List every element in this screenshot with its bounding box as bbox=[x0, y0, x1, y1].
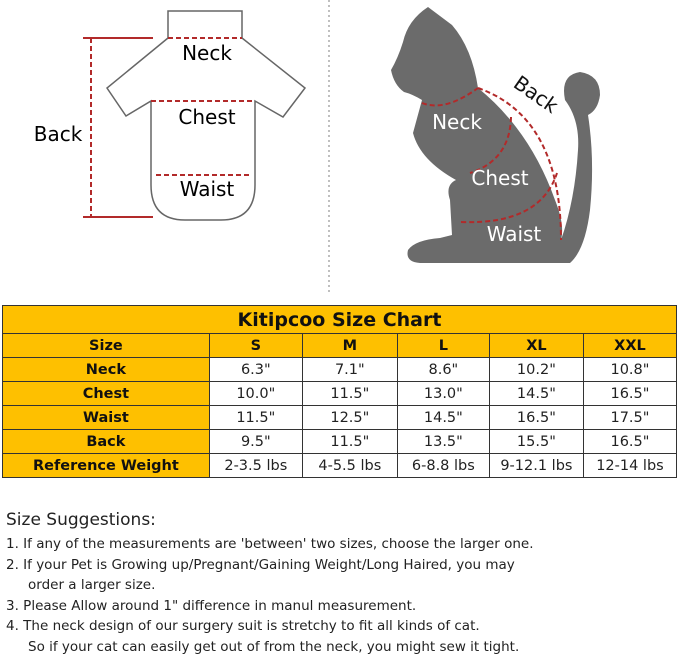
suggestion-item: 2. If your Pet is Growing up/Pregnant/Ga… bbox=[6, 556, 515, 573]
cat-chest-line bbox=[469, 116, 512, 174]
table-cell: 9-12.1 lbs bbox=[488, 453, 584, 478]
shirt-back-label: Back bbox=[34, 122, 83, 146]
shirt-chest-label: Chest bbox=[178, 105, 235, 129]
column-header-s: S bbox=[208, 333, 303, 358]
shirt-outline bbox=[105, 10, 307, 221]
table-title: Kitipcoo Size Chart bbox=[2, 305, 677, 334]
shirt-waist-label: Waist bbox=[180, 177, 235, 201]
size-suggestions: Size Suggestions: 1. If any of the measu… bbox=[6, 510, 534, 657]
table-row: Neck 6.3" 7.1" 8.6" 10.2" 10.8" bbox=[2, 357, 678, 382]
suggestions-heading: Size Suggestions: bbox=[6, 510, 156, 530]
table-cell: 16.5" bbox=[582, 429, 678, 454]
column-header-xxl: XXL bbox=[582, 333, 678, 358]
table-header-row: Size S M L XL XXL bbox=[2, 333, 678, 358]
table-cell: 16.5" bbox=[488, 405, 584, 430]
row-label: Back bbox=[2, 429, 210, 454]
column-header-l: L bbox=[396, 333, 490, 358]
table-cell: 8.6" bbox=[396, 357, 490, 382]
table-cell: 10.2" bbox=[488, 357, 584, 382]
cat-waist-line bbox=[460, 172, 558, 224]
suggestion-item: 3. Please Allow around 1" difference in … bbox=[6, 597, 417, 614]
table-cell: 4-5.5 lbs bbox=[301, 453, 398, 478]
table-cell: 10.8" bbox=[582, 357, 678, 382]
table-cell: 12.5" bbox=[301, 405, 398, 430]
suggestion-item-continued: So if your cat can easily get out of fro… bbox=[28, 638, 520, 655]
cat-silhouette bbox=[391, 7, 600, 263]
column-header-xl: XL bbox=[488, 333, 584, 358]
table-cell: 11.5" bbox=[208, 405, 303, 430]
row-label: Neck bbox=[2, 357, 210, 382]
table-row: Waist 11.5" 12.5" 14.5" 16.5" 17.5" bbox=[2, 405, 678, 430]
cat-back-label: Back bbox=[509, 71, 563, 119]
cat-back-line bbox=[477, 87, 562, 241]
table-cell: 6.3" bbox=[208, 357, 303, 382]
table-row: Reference Weight 2-3.5 lbs 4-5.5 lbs 6-8.8 … bbox=[2, 453, 678, 478]
suggestion-item: 4. The neck design of our surgery suit i… bbox=[6, 618, 480, 634]
row-label: Reference Weight bbox=[2, 453, 210, 478]
table-cell: 16.5" bbox=[582, 381, 678, 406]
table-cell: 10.0" bbox=[208, 381, 303, 406]
cat-diagram: Neck Chest Waist Back bbox=[391, 7, 600, 263]
table-cell: 13.5" bbox=[396, 429, 490, 454]
table-cell: 14.5" bbox=[396, 405, 490, 430]
cat-chest-label: Chest bbox=[471, 166, 528, 190]
row-label: Waist bbox=[2, 405, 210, 430]
table-cell: 7.1" bbox=[301, 357, 398, 382]
table-row: Back 9.5" 11.5" 13.5" 15.5" 16.5" bbox=[2, 429, 678, 454]
measurement-diagram: Neck Chest Waist Back Neck Chest Waist B… bbox=[34, 0, 600, 295]
table-cell: 17.5" bbox=[582, 405, 678, 430]
suggestion-item: 1. If any of the measurements are 'betwe… bbox=[6, 536, 534, 552]
table-cell: 14.5" bbox=[488, 381, 584, 406]
suggestion-item-continued: order a larger size. bbox=[28, 577, 156, 593]
table-row: Chest 10.0" 11.5" 13.0" 14.5" 16.5" bbox=[2, 381, 678, 406]
cat-waist-label: Waist bbox=[487, 222, 542, 246]
table-cell: 12-14 lbs bbox=[582, 453, 678, 478]
table-cell: 11.5" bbox=[301, 381, 398, 406]
table-cell: 15.5" bbox=[488, 429, 584, 454]
row-label: Chest bbox=[2, 381, 210, 406]
size-column-header: Size bbox=[2, 333, 210, 358]
shirt-neck-label: Neck bbox=[182, 41, 232, 65]
table-cell: 13.0" bbox=[396, 381, 490, 406]
cat-neck-line bbox=[421, 87, 479, 107]
table-cell: 2-3.5 lbs bbox=[208, 453, 303, 478]
table-cell: 9.5" bbox=[208, 429, 303, 454]
size-chart-table: Kitipcoo Size Chart Size S M L XL XXL Neck 6.3… bbox=[2, 305, 678, 478]
table-cell: 11.5" bbox=[301, 429, 398, 454]
table-cell: 6-8.8 lbs bbox=[396, 453, 490, 478]
cat-neck-label: Neck bbox=[432, 110, 482, 134]
column-header-m: M bbox=[301, 333, 398, 358]
shirt-diagram: Neck Chest Waist Back bbox=[34, 10, 307, 221]
